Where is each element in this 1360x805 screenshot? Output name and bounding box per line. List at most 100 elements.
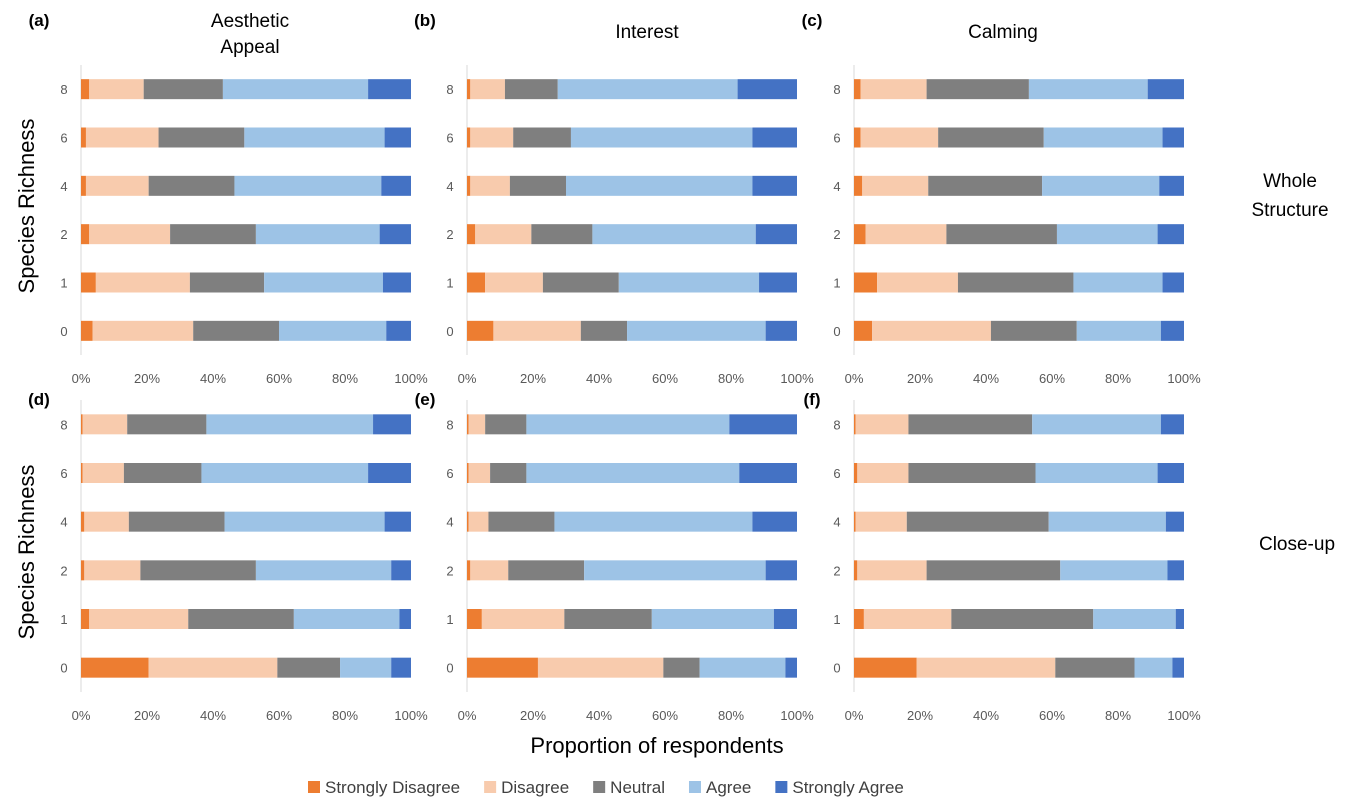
- legend-item-disagree: Disagree: [484, 778, 569, 797]
- bar-segment-neutral: [193, 320, 279, 341]
- bar-segment-strongly-disagree: [81, 657, 149, 678]
- bar-segment-agree: [1042, 175, 1160, 196]
- bar-segment-strongly-agree: [1162, 272, 1184, 293]
- x-tick-label: 100%: [1167, 708, 1201, 723]
- bar-segment-disagree: [872, 320, 991, 341]
- bar-segment-neutral: [542, 272, 619, 293]
- bar-segment-disagree: [857, 463, 909, 483]
- bar-segment-agree: [554, 511, 753, 532]
- bar-segment-neutral: [188, 609, 294, 629]
- bar-segment-neutral: [148, 175, 235, 196]
- bar-segment-strongly-disagree: [854, 463, 858, 483]
- bar-segment-strongly-disagree: [467, 511, 469, 532]
- bar-segment-strongly-disagree: [467, 657, 538, 678]
- x-tick-label: 20%: [907, 708, 933, 723]
- bar-segment-strongly-disagree: [467, 463, 469, 483]
- bar-segment-disagree: [85, 127, 159, 148]
- bar-segment-strongly-disagree: [81, 127, 86, 148]
- bar-segment-agree: [526, 414, 730, 435]
- bar-segment-neutral: [170, 224, 256, 245]
- bar-segment-neutral: [564, 609, 652, 629]
- x-tick-label: 60%: [652, 371, 678, 386]
- category-label: 6: [60, 466, 67, 481]
- category-label: 0: [833, 324, 840, 339]
- bar-segment-neutral: [938, 127, 1044, 148]
- category-label: 0: [60, 661, 67, 676]
- bar-segment-disagree: [485, 272, 543, 293]
- bar-segment-strongly-disagree: [81, 609, 90, 629]
- legend-item-strongly-agree: Strongly Agree: [775, 778, 904, 797]
- category-label: 0: [60, 324, 67, 339]
- bar-segment-strongly-disagree: [467, 127, 471, 148]
- row-label-whole-line1: Whole: [1263, 171, 1317, 192]
- bar-segment-disagree: [470, 560, 509, 581]
- bar-segment-disagree: [148, 657, 278, 678]
- panel-label: (c): [802, 11, 823, 30]
- category-label: 0: [446, 661, 453, 676]
- x-tick-label: 100%: [780, 708, 814, 723]
- bar-segment-strongly-agree: [373, 414, 411, 435]
- category-label: 2: [60, 227, 67, 242]
- x-tick-label: 80%: [332, 371, 358, 386]
- x-tick-label: 0%: [458, 371, 477, 386]
- bar-segment-disagree: [89, 224, 171, 245]
- panel-label: (d): [28, 390, 50, 409]
- category-label: 6: [833, 131, 840, 146]
- bar-segment-strongly-disagree: [81, 79, 90, 100]
- bar-segment-agree: [592, 224, 756, 245]
- x-tick-label: 100%: [394, 371, 428, 386]
- bar-segment-strongly-agree: [773, 609, 797, 629]
- legend-swatch: [308, 781, 320, 793]
- bar-segment-strongly-agree: [379, 224, 411, 245]
- bar-segment-strongly-disagree: [854, 609, 864, 629]
- category-label: 8: [833, 417, 840, 432]
- bar-segment-disagree: [475, 224, 532, 245]
- category-label: 1: [446, 612, 453, 627]
- bar-segment-agree: [255, 224, 380, 245]
- x-tick-label: 60%: [1039, 708, 1065, 723]
- category-label: 8: [60, 417, 67, 432]
- bar-segment-neutral: [140, 560, 256, 581]
- bar-segment-neutral: [490, 463, 527, 483]
- bar-segment-agree: [201, 463, 369, 483]
- category-label: 1: [833, 612, 840, 627]
- x-tick-label: 80%: [332, 708, 358, 723]
- category-label: 2: [446, 563, 453, 578]
- bar-segment-strongly-agree: [1160, 320, 1184, 341]
- bar-segment-strongly-disagree: [854, 657, 917, 678]
- bar-segment-strongly-agree: [368, 463, 411, 483]
- bar-segment-strongly-disagree: [81, 511, 85, 532]
- category-label: 2: [833, 563, 840, 578]
- bar-segment-neutral: [908, 463, 1036, 483]
- bar-segment-agree: [264, 272, 383, 293]
- category-label: 2: [833, 227, 840, 242]
- panel-label: (e): [415, 390, 436, 409]
- category-label: 8: [833, 82, 840, 97]
- bar-segment-agree: [1076, 320, 1161, 341]
- bar-segment-neutral: [663, 657, 700, 678]
- bar-segment-disagree: [468, 463, 491, 483]
- x-tick-label: 80%: [718, 371, 744, 386]
- x-tick-label: 80%: [1105, 371, 1131, 386]
- bar-segment-disagree: [862, 175, 929, 196]
- x-tick-label: 0%: [458, 708, 477, 723]
- bar-segment-agree: [1134, 657, 1173, 678]
- bar-segment-disagree: [89, 609, 189, 629]
- bar-segment-strongly-agree: [765, 560, 797, 581]
- bar-segment-disagree: [493, 320, 581, 341]
- bar-segment-agree: [1035, 463, 1158, 483]
- bar-segment-strongly-agree: [384, 511, 411, 532]
- bar-segment-strongly-agree: [1162, 127, 1184, 148]
- bar-segment-strongly-agree: [1175, 609, 1184, 629]
- bar-segment-strongly-disagree: [854, 511, 856, 532]
- bar-segment-strongly-agree: [755, 224, 797, 245]
- bar-segment-strongly-disagree: [81, 560, 85, 581]
- bar-segment-strongly-disagree: [467, 320, 494, 341]
- category-label: 1: [446, 276, 453, 291]
- bar-segment-disagree: [82, 414, 128, 435]
- category-label: 1: [60, 612, 67, 627]
- bar-segment-strongly-disagree: [467, 224, 476, 245]
- bar-segment-neutral: [926, 79, 1029, 100]
